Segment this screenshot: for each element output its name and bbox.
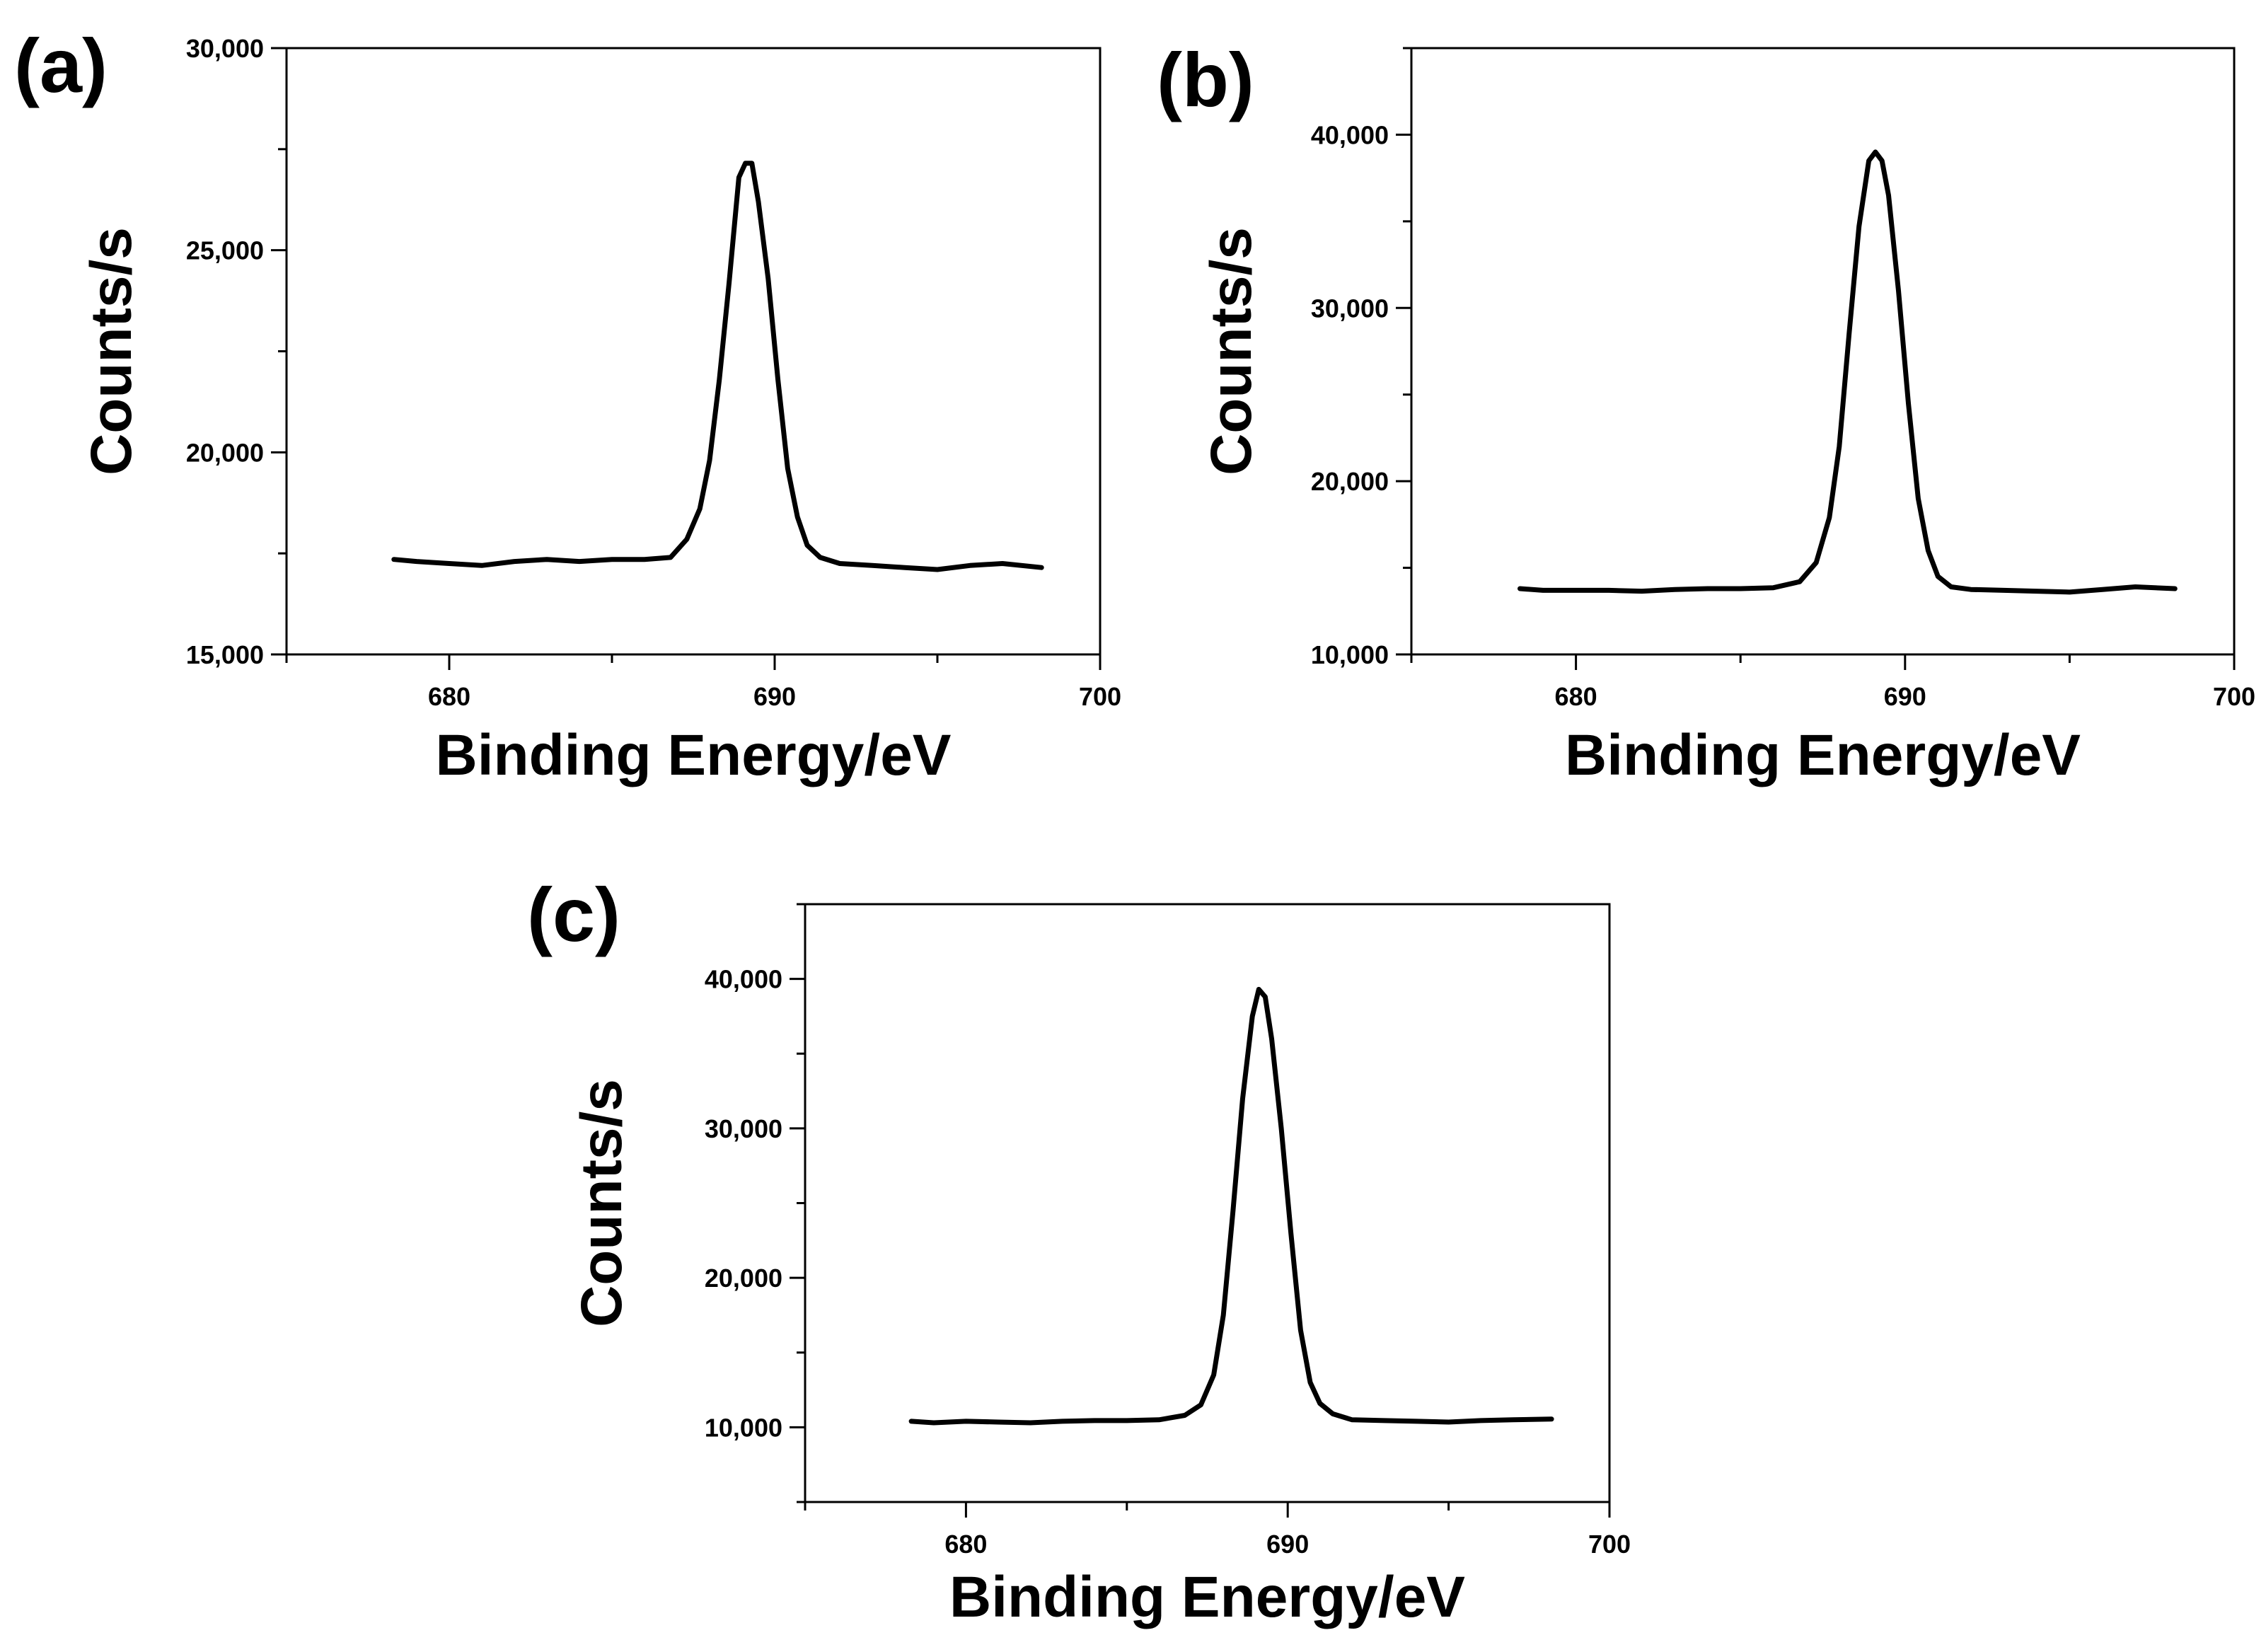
x-tick-label: 680 xyxy=(1555,682,1597,711)
x-tick-label: 690 xyxy=(753,682,796,711)
spectrum-line-c xyxy=(908,986,1554,1426)
x-tick-label: 680 xyxy=(428,682,470,711)
y-tick-label: 30,000 xyxy=(186,34,264,63)
x-tick-label: 680 xyxy=(944,1530,987,1559)
y-tick-label: 20,000 xyxy=(1311,467,1389,496)
spectrum-line-b xyxy=(1518,149,2178,595)
y-axis-title: Counts/s xyxy=(570,1079,634,1327)
x-tick-label: 690 xyxy=(1266,1530,1309,1559)
spectrum-line-a xyxy=(391,161,1044,572)
x-axis-title: Binding Energy/eV xyxy=(436,723,952,787)
y-tick-label: 15,000 xyxy=(186,640,264,669)
y-tick-label: 40,000 xyxy=(1311,120,1389,149)
x-tick-label: 700 xyxy=(1588,1530,1631,1559)
y-tick-label: 30,000 xyxy=(705,1114,782,1143)
chart-panel-a: (a) 15,000 20,000 25,000 30,000 680 690 700 Bind… xyxy=(14,23,1121,787)
panel-label-c: (c) xyxy=(527,872,620,957)
y-axis-title: Counts/s xyxy=(79,227,144,475)
y-axis-title: Counts/s xyxy=(1199,227,1264,475)
y-tick-label: 30,000 xyxy=(1311,294,1389,323)
x-axis-title: Binding Energy/eV xyxy=(949,1565,1465,1629)
y-tick-label: 10,000 xyxy=(1311,640,1389,669)
chart-panel-c: (c) 10,000 20,000 30,000 40,000 680 690 700 Bind… xyxy=(527,872,1631,1629)
y-tick-label: 20,000 xyxy=(705,1264,782,1293)
panel-label-b: (b) xyxy=(1157,37,1254,122)
y-tick-label: 10,000 xyxy=(705,1413,782,1442)
y-tick-label: 25,000 xyxy=(186,236,264,265)
x-tick-label: 690 xyxy=(1884,682,1926,711)
y-tick-label: 20,000 xyxy=(186,438,264,467)
plot-frame xyxy=(1410,47,2236,656)
x-tick-label: 700 xyxy=(2213,682,2255,711)
y-tick-label: 40,000 xyxy=(705,965,782,994)
chart-panel-b: (b) 10,000 20,000 30,000 40,000 680 690 700 Bind… xyxy=(1157,37,2255,787)
x-tick-label: 700 xyxy=(1079,682,1121,711)
x-axis-title: Binding Energy/eV xyxy=(1565,723,2081,787)
panel-label-a: (a) xyxy=(14,23,108,108)
